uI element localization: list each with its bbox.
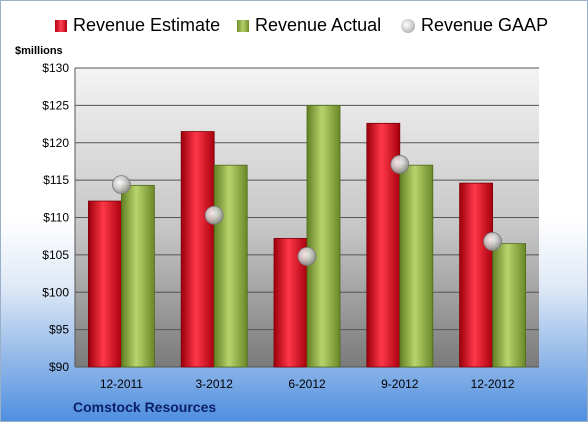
legend-item-actual: Revenue Actual	[237, 15, 381, 36]
bar-revenue-actual	[306, 104, 341, 368]
bars	[88, 104, 527, 368]
legend-swatch-actual	[237, 19, 249, 32]
x-tick-label: 9-2012	[381, 377, 419, 391]
x-tick-label: 12-2012	[471, 377, 515, 391]
bar-revenue-actual	[121, 184, 155, 368]
marker-revenue-gaap	[297, 246, 317, 266]
bar-revenue-estimate	[459, 182, 494, 368]
legend-item-gaap: Revenue GAAP	[401, 15, 548, 36]
legend-label-estimate: Revenue Estimate	[73, 15, 221, 35]
y-tick-label: $105	[42, 248, 69, 262]
x-tick-label: 12-2011	[100, 377, 143, 391]
legend-label-gaap: Revenue GAAP	[421, 15, 549, 35]
legend: Revenue Estimate Revenue Actual Revenue …	[1, 15, 588, 43]
legend-swatch-estimate	[55, 19, 67, 32]
y-axis-tick-labels: $90 $95 $100 $105 $110 $115 $120 $125 $130	[42, 61, 69, 374]
bar-revenue-estimate	[88, 200, 122, 368]
marker-revenue-gaap	[483, 232, 503, 251]
marker-revenue-gaap	[112, 175, 131, 195]
bar-revenue-actual	[213, 164, 248, 368]
y-tick-label: $125	[42, 98, 69, 112]
x-tick-label: 6-2012	[288, 377, 326, 391]
company-name: Comstock Resources	[73, 399, 217, 415]
marker-revenue-gaap	[390, 155, 410, 174]
legend-item-estimate: Revenue Estimate	[55, 15, 220, 36]
y-tick-label: $100	[42, 285, 69, 299]
y-tick-label: $90	[49, 360, 69, 374]
bar-revenue-actual	[399, 164, 434, 368]
y-tick-label: $95	[49, 323, 69, 337]
y-tick-label: $110	[43, 211, 69, 225]
y-axis-unit-label: $millions	[15, 45, 63, 57]
bar-revenue-actual	[492, 243, 527, 368]
bar-revenue-estimate	[180, 131, 215, 368]
y-tick-label: $120	[42, 136, 69, 150]
gaap-markers	[112, 155, 503, 266]
x-tick-label: 3-2012	[196, 377, 234, 391]
marker-revenue-gaap	[204, 205, 224, 225]
legend-label-actual: Revenue Actual	[255, 15, 382, 35]
y-tick-label: $130	[42, 61, 69, 75]
y-tick-label: $115	[43, 173, 69, 187]
x-axis-tick-labels: 12-2011 3-2012 6-2012 9-2012 12-2012	[100, 377, 515, 391]
legend-swatch-gaap	[401, 18, 415, 33]
